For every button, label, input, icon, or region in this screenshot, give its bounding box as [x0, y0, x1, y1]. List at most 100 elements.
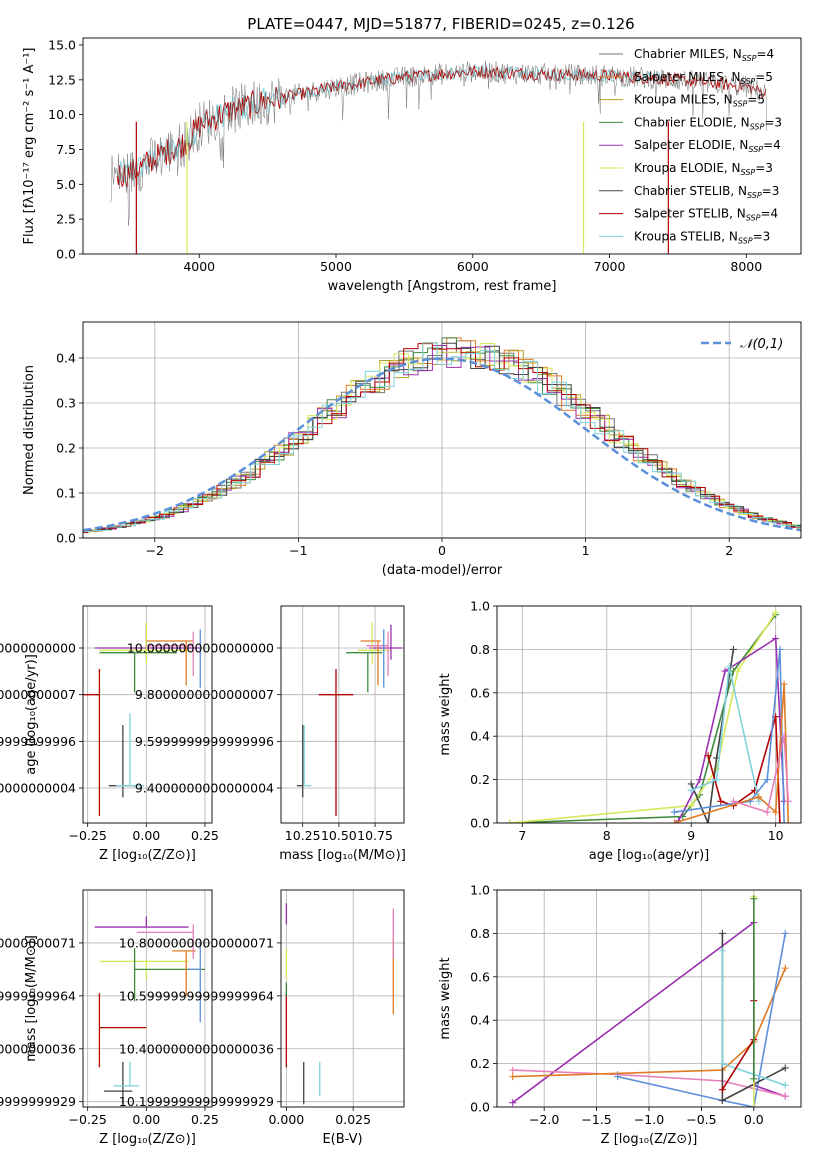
age_mass-ytick-label: 9.8000000000000007: [135, 687, 274, 702]
mw_age-xtick-label: 7: [518, 828, 526, 843]
spectrum-ytick-label: 5.0: [56, 177, 76, 192]
mw_age-ylabel: mass weight: [438, 673, 453, 755]
legend-entry: Chabrier ELODIE, NSSP=3: [634, 115, 782, 131]
legend-entry: Kroupa MILES, NSSP=5: [634, 93, 765, 109]
mass-weight-marker: [772, 635, 780, 643]
mw_age-frame: [496, 605, 802, 824]
mass-weight-marker: [781, 1064, 789, 1072]
mass-weight-marker: [687, 780, 695, 788]
mw_age-xtick-label: 9: [687, 828, 695, 843]
mass_ebv-ytick-label: 10.19999999999999929: [119, 1094, 274, 1109]
mass-weight-marker: [718, 1096, 726, 1104]
legend-entry: Chabrier STELIB, NSSP=3: [634, 184, 779, 200]
mass-weight-marker: [687, 786, 695, 794]
spectrum-frame: [82, 37, 802, 255]
mass-weight-series: [509, 614, 777, 823]
mass-weight-marker: [718, 1060, 726, 1068]
age_mass-frame: [280, 605, 405, 824]
mw_age-xlabel: age [log₁₀(age/yr)]: [589, 848, 710, 863]
mass-weight-series: [690, 666, 760, 802]
mw_age-xtick-label: 8: [603, 828, 611, 843]
mw_z-frame: [496, 889, 802, 1108]
mass-weight-marker: [729, 797, 737, 805]
gaussian-curve: [83, 357, 801, 532]
spectrum-ytick-label: 7.5: [56, 142, 76, 157]
age_mass-errorbars: [296, 622, 403, 816]
residuals-ytick-label: 0.4: [56, 351, 76, 366]
mass-weight-marker: [713, 776, 721, 784]
spectrum-xtick-label: 8000: [730, 259, 762, 274]
mw_z-ytick-label: 0.0: [470, 1100, 490, 1115]
mass-weight-marker: [718, 1086, 726, 1094]
mass_z-ytick-label: 10.80000000000000071: [0, 935, 76, 950]
spectrum-ytick-label: 10.0: [48, 107, 76, 122]
mass-weight-marker: [772, 609, 780, 617]
mass_z-xtick-label: 0.00: [132, 1112, 160, 1127]
mw_age-ytick-label: 0.8: [470, 642, 490, 657]
mass-weight-marker: [696, 776, 704, 784]
mass-weight-marker: [763, 776, 771, 784]
mw_z-xtick-label: −1.5: [581, 1112, 611, 1127]
mass_z-axes: −0.25 0.00 0.25 10.19999999999999929 10.4000…: [0, 890, 219, 1147]
age_mass-axes: 10.25 10.50 10.75 9.4000000000000004 9.59999…: [127, 606, 406, 863]
legend-entry: Chabrier MILES, NSSP=4: [634, 47, 774, 63]
mw_age-ytick-label: 1.0: [470, 599, 490, 614]
residuals-ylabel: Normed distribution: [22, 365, 37, 495]
mass_ebv-frame: [280, 889, 405, 1108]
mass_ebv-xtick-label: 0.025: [335, 1112, 371, 1127]
residuals-xtick-label: 1: [582, 543, 590, 558]
residuals-xtick-label: 2: [725, 543, 733, 558]
mass-weight-marker: [687, 802, 695, 810]
mass-weight-marker: [704, 752, 712, 760]
mw_z-ytick-label: 0.8: [470, 926, 490, 941]
mass-weight-marker: [704, 819, 712, 823]
gauss-legend-label: 𝒩(0,1): [740, 337, 783, 352]
mass-weight-marker: [780, 732, 788, 740]
mass-weight-series: [733, 736, 790, 814]
mw_z-axes: −2.0 −1.5 −1.0 −0.5 0.0 0.0 0.2 0.4 0.6 0.8 1.0 Z […: [438, 883, 801, 1147]
residuals-ytick-label: 0.1: [56, 486, 76, 501]
residuals-xtick-label: −1: [289, 543, 307, 558]
mass-weight-marker: [781, 929, 789, 937]
spectrum-xtick-label: 4000: [183, 259, 215, 274]
residual-histograms: [83, 337, 801, 534]
mass-weight-marker: [784, 797, 792, 805]
spectrum-xtick-label: 7000: [594, 259, 626, 274]
age_mass-ytick-label: 9.4000000000000004: [135, 781, 274, 796]
mass-weight-marker: [776, 645, 784, 653]
mass-weight-marker: [509, 1073, 517, 1081]
age_z-ytick-label: 9.4000000000000004: [0, 781, 76, 796]
spectrum-xlabel: wavelength [Angstrom, rest frame]: [328, 279, 557, 294]
spectrum-ylabel: Flux [fλ10⁻¹⁷ erg cm⁻² s⁻¹ A⁻¹]: [22, 48, 37, 245]
residuals-ytick-label: 0.3: [56, 396, 76, 411]
mass-weight-marker: [780, 819, 788, 823]
mw_z-xtick-label: −1.0: [634, 1112, 664, 1127]
mass_z-ytick-label: 10.19999999999999929: [0, 1094, 76, 1109]
legend-entry: Salpeter MILES, NSSP=5: [634, 70, 773, 86]
mass-weight-marker: [781, 1081, 789, 1089]
mass_ebv-xlabel: E(B-V): [322, 1132, 362, 1147]
mass_ebv-ytick-label: 10.59999999999999964: [119, 988, 274, 1003]
mass_ebv-ytick-label: 10.80000000000000071: [119, 935, 274, 950]
mass-weight-marker: [717, 797, 725, 805]
mass-weight-marker: [509, 1099, 517, 1107]
mass-weight-marker: [713, 765, 721, 773]
mass_z-ylabel: mass [log₁₀(M/M⊙)]: [24, 935, 39, 1062]
spectrum-ytick-label: 2.5: [56, 212, 76, 227]
mw_z-ytick-label: 0.6: [470, 969, 490, 984]
spectrum-ytick-label: 0.0: [56, 247, 76, 262]
histogram-series: [83, 342, 801, 533]
mass_ebv-errorbars: [285, 903, 394, 1105]
mass-weight-marker: [721, 667, 729, 675]
mw_age-ytick-label: 0.6: [470, 685, 490, 700]
mw_z-xtick-label: −0.5: [686, 1112, 716, 1127]
mw_z-xtick-label: 0.0: [744, 1112, 764, 1127]
age_z-ylabel: age [log₁₀(age/yr)]: [24, 654, 39, 775]
age_z-xtick-label: −0.25: [69, 828, 107, 843]
mw_z-ytick-label: 0.2: [470, 1056, 490, 1071]
age_z-errorbars: [83, 622, 201, 816]
spectrum-xtick-label: 5000: [320, 259, 352, 274]
mass-weight-marker: [784, 819, 792, 823]
residuals-ytick-label: 0.0: [56, 531, 76, 546]
